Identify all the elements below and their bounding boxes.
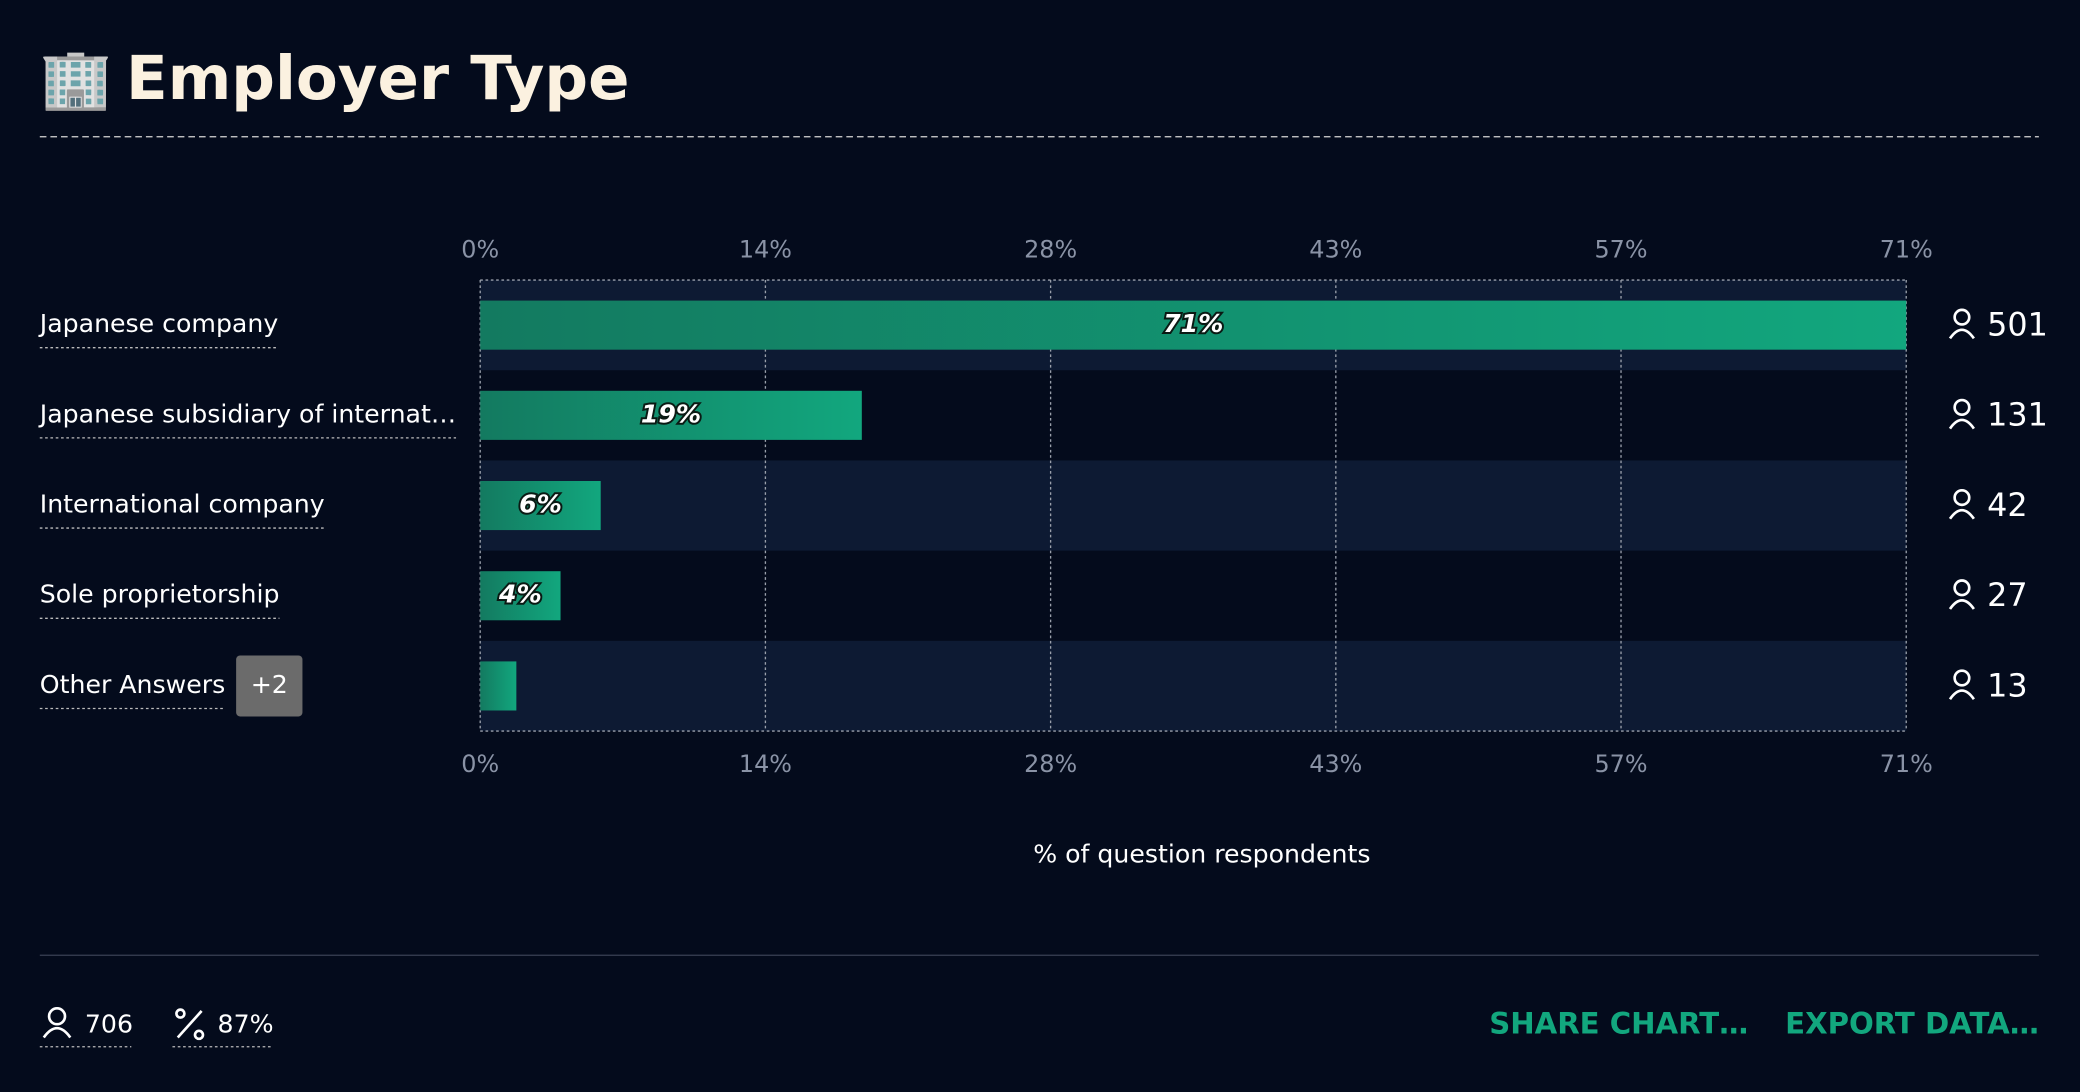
bar [480,571,561,621]
footer-respondents [42,1006,72,1039]
footer-respondents-count: 706 [85,1010,133,1039]
badge-label: +2 [251,670,288,699]
category-label: Japanese company [38,309,279,338]
person-icon [1948,669,1975,701]
count-label: 27 [1987,576,2028,614]
category-label: Other Answers [40,670,225,699]
row-band [480,460,1907,551]
person-body [1948,689,1975,701]
person-icon [1948,308,1975,340]
category-label: International company [40,490,325,519]
count-label: 501 [1987,305,2048,343]
badge [236,655,303,717]
value-label: 71% [1163,309,1223,338]
person-head [1953,579,1971,597]
x-tick-label: 0% [461,750,499,778]
x-axis-label: % of question respondents [1033,840,1370,869]
chart-title: Employer Type [126,43,629,114]
row-band [480,640,1907,732]
person-head [1953,488,1971,507]
person-icon [1948,488,1975,520]
x-tick-label: 28% [1024,750,1077,778]
person-body [1948,418,1975,430]
count-label: 13 [1987,666,2028,704]
person-body [1948,328,1975,340]
footer-percent: 87% [218,1010,274,1039]
x-tick-label: 14% [739,235,792,263]
x-tick-label: 57% [1595,750,1648,778]
export-button[interactable]: EXPORT DATA… [1785,1007,2039,1041]
x-tick-label: 57% [1595,235,1648,263]
x-tick-label: 71% [1880,750,1933,778]
bar [480,300,1907,350]
value-label: 6% [519,490,562,519]
person-body [1948,599,1975,610]
person-head [1953,398,1971,416]
value-label: 19% [641,399,701,428]
x-tick-label: 43% [1309,235,1362,263]
bar [480,481,601,531]
footer-percent-icon [175,1008,205,1041]
title-icon: 🏢 [40,44,113,112]
category-label: Japanese subsidiary of internat… [38,399,456,428]
value-label: 4% [498,580,542,609]
person-body [1948,508,1975,520]
x-tick-label: 43% [1309,750,1362,778]
person-icon [1948,398,1975,430]
x-tick-label: 71% [1880,235,1933,263]
category-label: Sole proprietorship [40,580,280,609]
bar [480,661,517,711]
x-tick-label: 0% [461,235,499,263]
x-tick-label: 28% [1024,235,1077,263]
count-label: 42 [1987,486,2028,524]
share-button[interactable]: SHARE CHART… [1489,1007,1748,1041]
x-tick-label: 14% [739,750,792,778]
person-head [1953,669,1971,687]
person-icon [1948,579,1975,610]
count-label: 131 [1987,396,2048,434]
person-head [1953,308,1971,326]
bar [480,390,862,440]
